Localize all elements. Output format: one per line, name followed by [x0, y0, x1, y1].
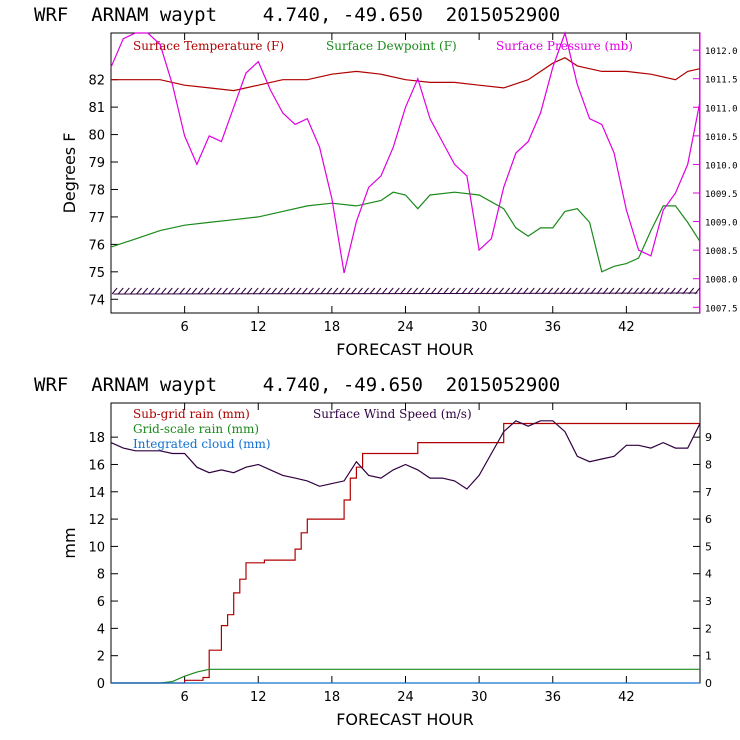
panel1-frame — [110, 32, 701, 314]
y2-tick-label: 1010.5 — [705, 133, 738, 143]
y2-tick-label: 5 — [705, 540, 712, 553]
y2-tick-label: 1011.5 — [705, 76, 738, 86]
y2-tick-label: 6 — [705, 513, 712, 526]
legend-integrated-cloud: Integrated cloud (mm) — [133, 437, 271, 451]
panel1-title: WRF ARNAM waypt 4.740, -49.650 201505290… — [34, 4, 560, 26]
y-tick-label: 77 — [88, 211, 105, 226]
surface-temperature-line — [111, 57, 701, 92]
y2-tick-label: 1 — [705, 650, 712, 663]
y2-tick-label: 8 — [705, 458, 712, 471]
legend-dewpoint: Surface Dewpoint (F) — [326, 39, 457, 53]
x-tick-label: 6 — [180, 320, 188, 335]
y-tick-label: 74 — [88, 293, 105, 308]
y2-tick-label: 1008.5 — [705, 247, 738, 257]
legend-temperature: Surface Temperature (F) — [133, 39, 284, 53]
y2-tick-label: 0 — [705, 677, 712, 690]
x-tick-label: 30 — [471, 690, 488, 705]
surface-pressure-line — [110, 30, 701, 274]
rain-wind-panel: WRF ARNAM waypt 4.740, -49.650 201505290… — [34, 374, 712, 729]
y2-tick-label: 3 — [705, 595, 712, 608]
y-tick-label: 6 — [97, 595, 105, 610]
y-tick-label: 2 — [97, 650, 105, 665]
y2-tick-label: 7 — [705, 486, 712, 499]
y2-tick-label: 1009.0 — [705, 219, 738, 229]
x-tick-label: 30 — [471, 320, 488, 335]
y-tick-label: 18 — [88, 431, 105, 446]
y-tick-label: 78 — [88, 183, 105, 198]
y2-tick-label: 1007.5 — [705, 304, 738, 314]
x-tick-label: 36 — [544, 690, 561, 705]
panel2-xlabel: FORECAST HOUR — [336, 710, 474, 729]
surface-wind-speed-line — [110, 420, 701, 490]
panel1-ylabel: Degrees F — [60, 133, 79, 214]
panel1-right-axis-line — [699, 33, 701, 313]
y-tick-label: 10 — [88, 540, 105, 555]
y-tick-label: 80 — [88, 129, 105, 144]
panel2-ylabel: mm — [60, 527, 79, 558]
x-tick-label: 42 — [618, 690, 635, 705]
y-tick-label: 82 — [88, 74, 105, 89]
panel2-series — [110, 420, 701, 684]
legend-pressure: Surface Pressure (mb) — [496, 39, 633, 53]
y2-tick-label: 1011.0 — [705, 104, 738, 114]
panel1-series — [110, 30, 701, 295]
y2-tick-label: 9 — [705, 431, 712, 444]
x-tick-label: 18 — [324, 690, 341, 705]
y-tick-label: 12 — [88, 513, 105, 528]
temperature-panel: WRF ARNAM waypt 4.740, -49.650 201505290… — [34, 4, 738, 359]
y-tick-label: 0 — [97, 677, 105, 692]
y2-tick-label: 1008.0 — [705, 276, 738, 286]
y2-tick-label: 1012.0 — [705, 47, 738, 57]
x-tick-label: 42 — [618, 320, 635, 335]
y2-tick-label: 4 — [705, 568, 712, 581]
x-tick-label: 12 — [250, 690, 267, 705]
y-tick-label: 81 — [88, 101, 105, 116]
x-tick-label: 18 — [324, 320, 341, 335]
legend-gridscale-rain: Grid-scale rain (mm) — [133, 422, 259, 436]
y-tick-label: 4 — [97, 622, 105, 637]
legend-subgrid-rain: Sub-grid rain (mm) — [133, 407, 250, 421]
x-tick-label: 36 — [544, 320, 561, 335]
x-tick-label: 6 — [180, 690, 188, 705]
panel2-title: WRF ARNAM waypt 4.740, -49.650 201505290… — [34, 374, 560, 396]
legend-wind-speed: Surface Wind Speed (m/s) — [313, 407, 472, 421]
surface-dewpoint-line — [110, 191, 701, 273]
y2-tick-label: 1010.0 — [705, 161, 738, 171]
y-tick-label: 76 — [88, 238, 105, 253]
x-tick-label: 24 — [397, 320, 414, 335]
panel1-xlabel: FORECAST HOUR — [336, 340, 474, 359]
y-tick-label: 16 — [88, 458, 105, 473]
y-tick-label: 14 — [88, 486, 105, 501]
y2-tick-label: 2 — [705, 622, 712, 635]
y-tick-label: 79 — [88, 156, 105, 171]
x-tick-label: 24 — [397, 690, 414, 705]
y-tick-label: 75 — [88, 266, 105, 281]
panel1-ticks: 6 12 18 24 30 36 42 74 75 76 77 78 79 80 81 82 1007.5 100… — [88, 33, 738, 335]
y-tick-label: 8 — [97, 568, 105, 583]
y2-tick-label: 1009.5 — [705, 190, 738, 200]
wind-barbs — [111, 287, 701, 295]
sub-grid-rain-line — [111, 422, 700, 684]
x-tick-label: 12 — [250, 320, 267, 335]
